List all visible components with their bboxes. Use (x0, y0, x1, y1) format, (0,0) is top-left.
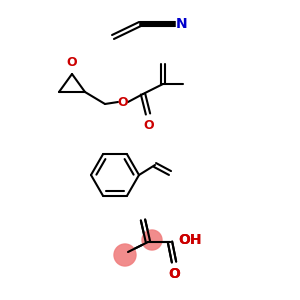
Text: O: O (168, 267, 180, 281)
Text: O: O (118, 95, 128, 109)
Circle shape (142, 230, 162, 250)
Text: OH: OH (178, 233, 202, 247)
Text: N: N (176, 17, 188, 31)
Text: OH: OH (178, 233, 202, 247)
Text: O: O (144, 119, 154, 132)
Circle shape (114, 244, 136, 266)
Text: O: O (168, 267, 180, 281)
Text: O: O (67, 56, 77, 69)
